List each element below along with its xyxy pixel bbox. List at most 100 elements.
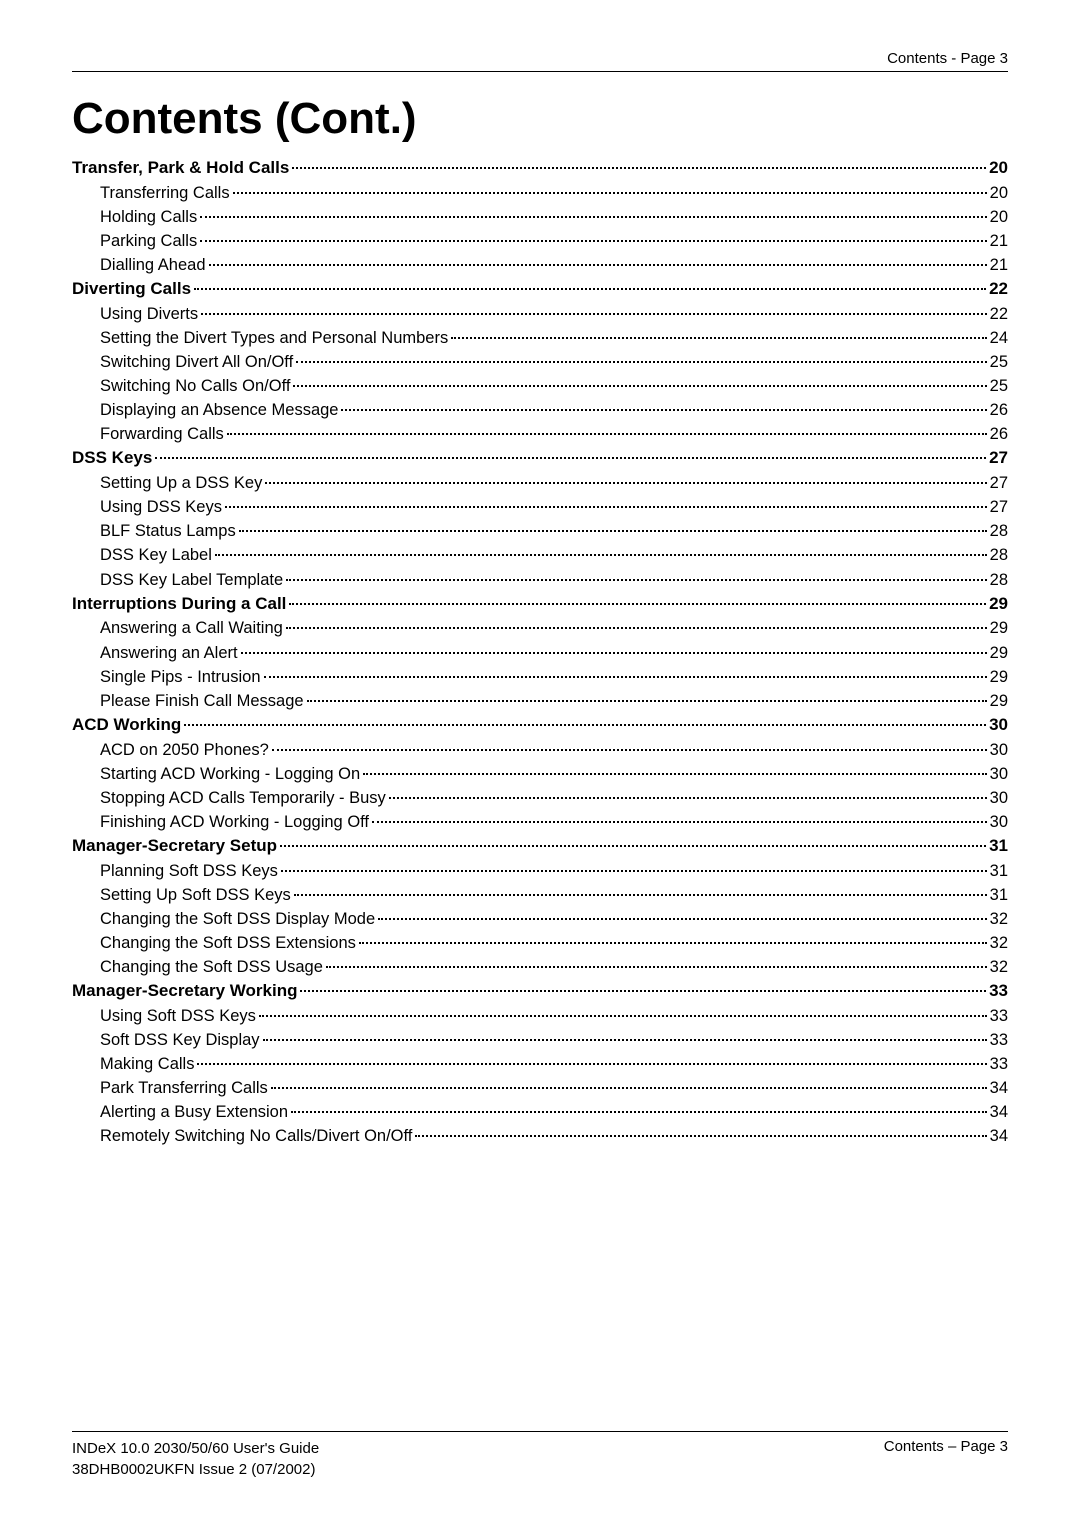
toc-leader-dots bbox=[155, 457, 986, 459]
toc-row: Setting Up a DSS Key27 bbox=[72, 471, 1008, 495]
toc-label: Planning Soft DSS Keys bbox=[100, 859, 278, 883]
toc-row: Transferring Calls20 bbox=[72, 181, 1008, 205]
toc-row: Transfer, Park & Hold Calls 20 bbox=[72, 156, 1008, 181]
toc-page-number: 29 bbox=[990, 689, 1008, 713]
toc-label: Using Diverts bbox=[100, 302, 198, 326]
toc-leader-dots bbox=[359, 942, 987, 944]
toc-row: Alerting a Busy Extension 34 bbox=[72, 1100, 1008, 1124]
toc-row: Using Soft DSS Keys33 bbox=[72, 1004, 1008, 1028]
toc-page-number: 26 bbox=[990, 422, 1008, 446]
toc-leader-dots bbox=[293, 385, 986, 387]
header-right-text: Contents - Page 3 bbox=[72, 50, 1008, 67]
toc-row: BLF Status Lamps 28 bbox=[72, 519, 1008, 543]
footer-left-line2: 38DHB0002UKFN Issue 2 (07/2002) bbox=[72, 1459, 319, 1480]
toc-leader-dots bbox=[241, 652, 987, 654]
toc-row: Soft DSS Key Display 33 bbox=[72, 1028, 1008, 1052]
toc-leader-dots bbox=[415, 1135, 986, 1137]
toc-leader-dots bbox=[286, 627, 987, 629]
toc-page-number: 28 bbox=[990, 519, 1008, 543]
toc-page-number: 25 bbox=[990, 350, 1008, 374]
footer-left-line1: INDeX 10.0 2030/50/60 User's Guide bbox=[72, 1438, 319, 1459]
toc-label: Finishing ACD Working - Logging Off bbox=[100, 810, 369, 834]
toc-page-number: 21 bbox=[990, 229, 1008, 253]
toc-row: Manager-Secretary Setup 31 bbox=[72, 834, 1008, 859]
toc-leader-dots bbox=[451, 337, 986, 339]
toc-page-number: 29 bbox=[989, 592, 1008, 617]
toc-page-number: 33 bbox=[990, 1028, 1008, 1052]
toc-row: Switching No Calls On/Off25 bbox=[72, 374, 1008, 398]
toc-label: ACD Working bbox=[72, 713, 181, 738]
toc-label: Setting Up a DSS Key bbox=[100, 471, 262, 495]
toc-leader-dots bbox=[372, 821, 987, 823]
toc-label: Starting ACD Working - Logging On bbox=[100, 762, 360, 786]
toc-page-number: 29 bbox=[990, 665, 1008, 689]
page-header: Contents - Page 3 bbox=[72, 50, 1008, 72]
toc-row: Please Finish Call Message 29 bbox=[72, 689, 1008, 713]
toc-label: Displaying an Absence Message bbox=[100, 398, 338, 422]
toc-leader-dots bbox=[378, 918, 986, 920]
toc-label: Making Calls bbox=[100, 1052, 194, 1076]
toc-page-number: 25 bbox=[990, 374, 1008, 398]
toc-page-number: 32 bbox=[990, 955, 1008, 979]
toc-row: Using DSS Keys27 bbox=[72, 495, 1008, 519]
toc-row: Holding Calls20 bbox=[72, 205, 1008, 229]
toc-row: Answering a Call Waiting 29 bbox=[72, 616, 1008, 640]
toc-page-number: 34 bbox=[990, 1100, 1008, 1124]
toc-page-number: 30 bbox=[989, 713, 1008, 738]
table-of-contents: Transfer, Park & Hold Calls 20Transferri… bbox=[72, 156, 1008, 1148]
toc-label: Park Transferring Calls bbox=[100, 1076, 268, 1100]
toc-row: Manager-Secretary Working 33 bbox=[72, 979, 1008, 1004]
toc-page-number: 30 bbox=[990, 786, 1008, 810]
toc-page-number: 34 bbox=[990, 1124, 1008, 1148]
toc-row: Diverting Calls 22 bbox=[72, 277, 1008, 302]
footer-left: INDeX 10.0 2030/50/60 User's Guide 38DHB… bbox=[72, 1438, 319, 1480]
toc-label: BLF Status Lamps bbox=[100, 519, 236, 543]
toc-leader-dots bbox=[307, 700, 987, 702]
toc-row: ACD on 2050 Phones?30 bbox=[72, 738, 1008, 762]
toc-label: Holding Calls bbox=[100, 205, 197, 229]
toc-row: DSS Key Label28 bbox=[72, 543, 1008, 567]
toc-row: Answering an Alert29 bbox=[72, 641, 1008, 665]
toc-page-number: 22 bbox=[989, 277, 1008, 302]
page-title: Contents (Cont.) bbox=[72, 94, 1008, 144]
toc-label: Alerting a Busy Extension bbox=[100, 1100, 288, 1124]
toc-label: ACD on 2050 Phones? bbox=[100, 738, 269, 762]
toc-label: Single Pips - Intrusion bbox=[100, 665, 261, 689]
toc-label: DSS Key Label Template bbox=[100, 568, 283, 592]
toc-label: Please Finish Call Message bbox=[100, 689, 304, 713]
page-footer: INDeX 10.0 2030/50/60 User's Guide 38DHB… bbox=[72, 1431, 1008, 1480]
toc-page-number: 33 bbox=[990, 1052, 1008, 1076]
toc-page-number: 24 bbox=[990, 326, 1008, 350]
toc-label: DSS Key Label bbox=[100, 543, 212, 567]
toc-page-number: 22 bbox=[990, 302, 1008, 326]
toc-row: Setting Up Soft DSS Keys31 bbox=[72, 883, 1008, 907]
toc-leader-dots bbox=[259, 1015, 987, 1017]
toc-leader-dots bbox=[233, 192, 987, 194]
toc-label: Transfer, Park & Hold Calls bbox=[72, 156, 289, 181]
toc-label: Switching Divert All On/Off bbox=[100, 350, 293, 374]
toc-page-number: 30 bbox=[990, 762, 1008, 786]
toc-page-number: 29 bbox=[990, 616, 1008, 640]
toc-label: Soft DSS Key Display bbox=[100, 1028, 260, 1052]
toc-leader-dots bbox=[209, 264, 987, 266]
toc-leader-dots bbox=[197, 1063, 986, 1065]
toc-label: Changing the Soft DSS Usage bbox=[100, 955, 323, 979]
toc-label: Manager-Secretary Working bbox=[72, 979, 297, 1004]
toc-label: Diverting Calls bbox=[72, 277, 191, 302]
toc-label: Changing the Soft DSS Extensions bbox=[100, 931, 356, 955]
toc-leader-dots bbox=[296, 361, 986, 363]
toc-label: Setting Up Soft DSS Keys bbox=[100, 883, 291, 907]
toc-row: Parking Calls 21 bbox=[72, 229, 1008, 253]
toc-page-number: 20 bbox=[990, 181, 1008, 205]
toc-label: Changing the Soft DSS Display Mode bbox=[100, 907, 375, 931]
toc-page-number: 31 bbox=[990, 859, 1008, 883]
toc-leader-dots bbox=[239, 530, 987, 532]
toc-label: Parking Calls bbox=[100, 229, 197, 253]
toc-page-number: 34 bbox=[990, 1076, 1008, 1100]
toc-leader-dots bbox=[292, 167, 986, 169]
toc-page-number: 33 bbox=[990, 1004, 1008, 1028]
toc-label: Setting the Divert Types and Personal Nu… bbox=[100, 326, 448, 350]
toc-label: Answering a Call Waiting bbox=[100, 616, 283, 640]
toc-page-number: 32 bbox=[990, 907, 1008, 931]
toc-row: Making Calls 33 bbox=[72, 1052, 1008, 1076]
